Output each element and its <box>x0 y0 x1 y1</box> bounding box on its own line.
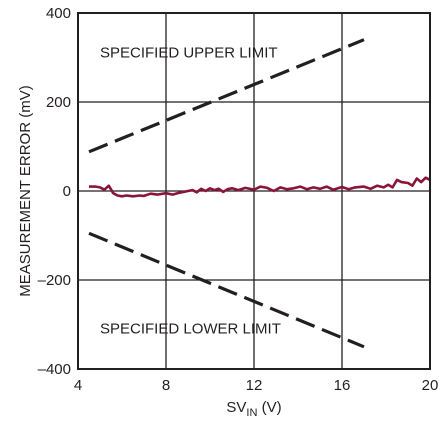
x-axis-title-main: SV <box>226 399 246 416</box>
annotation-layer: SPECIFIED UPPER LIMIT SPECIFIED LOWER LIM… <box>100 45 281 338</box>
series-layer <box>88 38 431 349</box>
y-tick-label-1: –200 <box>38 272 71 289</box>
x-tick-label-4: 20 <box>422 377 439 394</box>
x-tick-label-0: 4 <box>74 377 82 394</box>
grid-layer <box>78 13 430 369</box>
y-tick-label-4: 400 <box>46 5 71 22</box>
tick-label-layer: 4 8 12 16 20 –400 –200 0 200 400 <box>38 5 439 394</box>
y-axis-title: MEASUREMENT ERROR (mV) <box>17 85 34 296</box>
x-tick-label-1: 8 <box>162 377 170 394</box>
x-tick-label-2: 12 <box>246 377 263 394</box>
y-tick-label-3: 200 <box>46 94 71 111</box>
plot-frame <box>77 12 431 370</box>
upper-limit-label: SPECIFIED UPPER LIMIT <box>100 45 278 62</box>
y-tick-label-2: 0 <box>63 183 71 200</box>
x-axis-title-unit: (V) <box>257 399 281 416</box>
x-axis-title-subscript: IN <box>246 407 257 419</box>
lower-limit-label: SPECIFIED LOWER LIMIT <box>100 320 281 337</box>
upper-limit-line <box>88 38 365 154</box>
y-tick-label-0: –400 <box>38 361 71 378</box>
measured-error-line <box>89 176 431 198</box>
x-tick-label-3: 16 <box>334 377 351 394</box>
lower-limit-line <box>88 231 365 349</box>
x-axis-title: SVIN (V) <box>226 399 281 419</box>
